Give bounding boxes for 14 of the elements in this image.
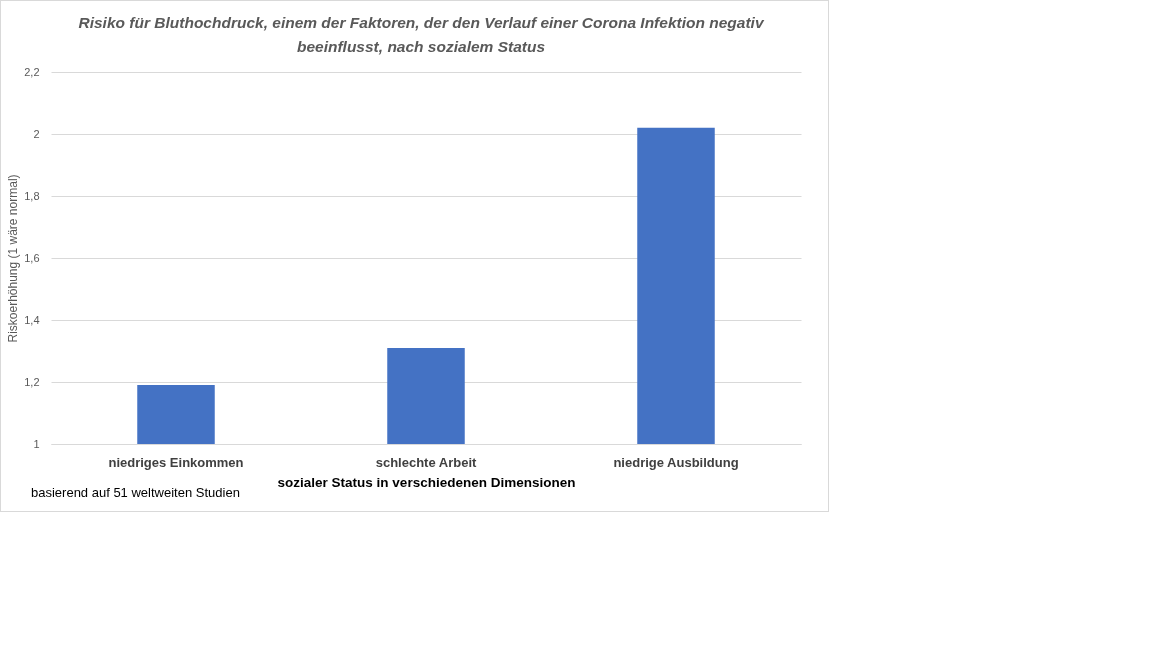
x-axis-title: sozialer Status in verschiedenen Dimensionen (277, 474, 576, 490)
x-tick-label: schlechte Arbeit (375, 454, 477, 470)
y-tick-label: 1,4 (24, 313, 40, 326)
y-tick-label: 2,2 (24, 65, 40, 78)
x-tick-label: niedriges Einkommen (108, 454, 244, 470)
y-tick-label: 1,2 (24, 375, 40, 388)
y-tick-label: 2 (33, 127, 40, 140)
y-axis-title: Riskoerhöhung (1 wäre normal) (6, 174, 21, 343)
y-tick-label: 1,8 (24, 189, 40, 202)
y-tick-label: 1 (33, 437, 40, 450)
y-tick-label: 1,6 (24, 251, 40, 264)
x-tick-label: niedrige Ausbildung (613, 454, 739, 470)
chart-title: Risiko für Bluthochdruck, einem der Faktoren, der den Verlauf einer Corona Infektion negativ beeinflusst, nach sozialem Status (77, 13, 765, 57)
text: basierend auf 51 weltweiten Studien (31, 485, 240, 500)
